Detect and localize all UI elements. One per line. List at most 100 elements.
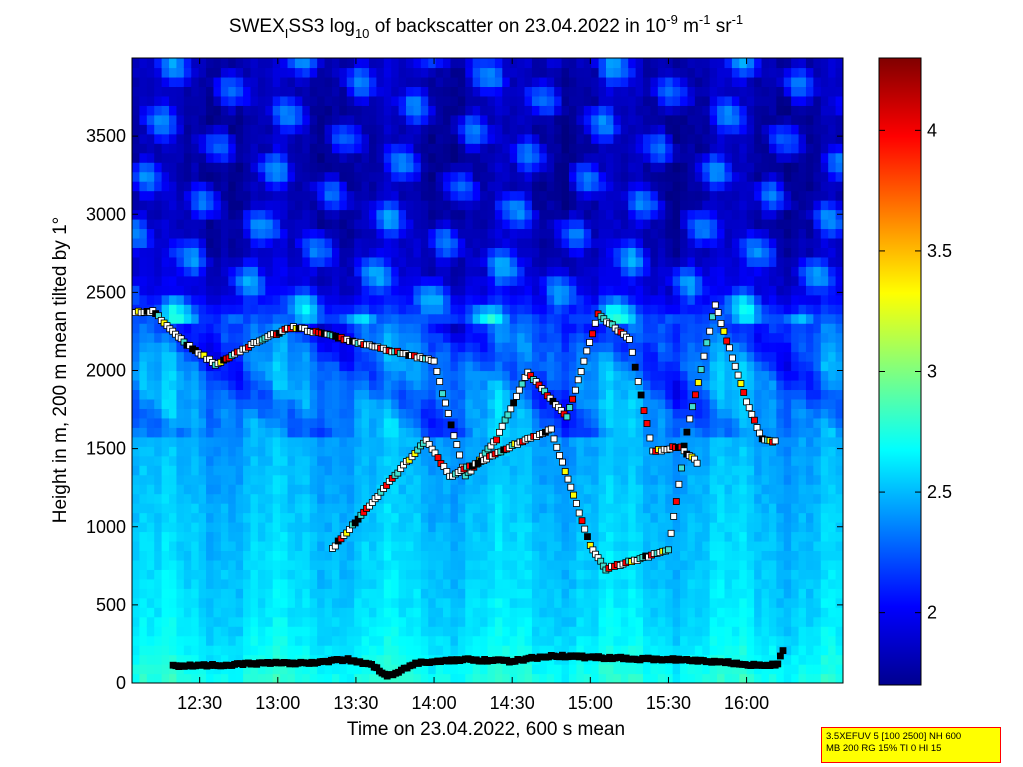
heatmap-cell	[302, 162, 311, 173]
heatmap-cell	[539, 588, 548, 599]
heatmap-cell	[502, 474, 511, 485]
heatmap-cell	[509, 493, 518, 504]
heatmap-cell	[191, 361, 200, 372]
heatmap-cell	[531, 294, 540, 305]
heatmap-cell	[539, 256, 548, 267]
heatmap-cell	[680, 597, 689, 608]
heatmap-cell	[613, 379, 622, 391]
heatmap-cell	[139, 512, 148, 523]
heatmap-cell	[613, 474, 622, 485]
heatmap-cell	[391, 597, 400, 608]
heatmap-cell	[665, 266, 674, 277]
heatmap-cell	[346, 408, 355, 419]
heatmap-cell	[620, 247, 629, 258]
heatmap-cell	[546, 607, 555, 618]
heatmap-cell	[487, 247, 496, 258]
heatmap-cell	[346, 550, 355, 561]
heatmap-cell	[132, 550, 141, 561]
heatmap-cell	[665, 522, 674, 533]
heatmap-cell	[294, 228, 303, 239]
heatmap-cell	[531, 493, 540, 504]
heatmap-cell	[302, 247, 311, 258]
heatmap-cell	[502, 313, 511, 324]
heatmap-cell	[146, 398, 155, 409]
heatmap-cell	[680, 190, 689, 201]
heatmap-cell	[376, 379, 385, 391]
heatmap-cell	[524, 645, 533, 656]
heatmap-cell	[687, 635, 696, 646]
heatmap-cell	[302, 540, 311, 552]
heatmap-cell	[561, 152, 570, 163]
heatmap-cell	[146, 228, 155, 239]
heatmap-cell	[494, 484, 503, 495]
heatmap-cell	[161, 597, 170, 608]
heatmap-cell	[198, 588, 207, 599]
heatmap-cell	[420, 218, 429, 230]
heatmap-cell	[502, 361, 511, 372]
heatmap-cell	[606, 67, 615, 78]
heatmap-cell	[531, 266, 540, 277]
heatmap-cell	[420, 323, 429, 334]
heatmap-cell	[583, 152, 592, 163]
heatmap-cell	[435, 152, 444, 163]
heatmap-cell	[406, 95, 415, 106]
heatmap-cell	[672, 522, 681, 533]
heatmap-cell	[413, 275, 422, 286]
heatmap-cell	[657, 342, 666, 353]
heatmap-cell	[354, 635, 363, 646]
heatmap-cell	[613, 607, 622, 618]
heatmap-cell	[546, 209, 555, 220]
heatmap-cell	[657, 408, 666, 419]
heatmap-cell	[687, 616, 696, 627]
heatmap-cell	[317, 493, 326, 504]
heatmap-cell	[391, 503, 400, 514]
heatmap-cell	[480, 550, 489, 561]
heatmap-cell	[443, 351, 452, 362]
heatmap-cell	[650, 332, 659, 343]
heatmap-cell	[628, 522, 637, 533]
heatmap-cell	[517, 190, 526, 201]
heatmap-cell	[502, 133, 511, 144]
heatmap-cell	[302, 124, 311, 135]
heatmap-cell	[139, 408, 148, 419]
heatmap-cell	[324, 512, 333, 523]
heatmap-cell	[606, 474, 615, 485]
heatmap-cell	[568, 578, 577, 589]
heatmap-cell	[443, 446, 452, 457]
heatmap-cell	[591, 304, 600, 315]
heatmap-cell	[161, 76, 170, 88]
heatmap-cell	[472, 503, 481, 514]
heatmap-cell	[398, 493, 407, 504]
heatmap-cell	[309, 370, 318, 381]
heatmap-cell	[265, 171, 274, 182]
heatmap-cell	[650, 398, 659, 409]
heatmap-cell	[331, 247, 340, 258]
heatmap-cell	[539, 304, 548, 315]
heatmap-cell	[465, 200, 474, 211]
heatmap-cell	[213, 408, 222, 419]
heatmap-cell	[598, 436, 607, 447]
heatmap-cell	[487, 67, 496, 78]
heatmap-cell	[198, 143, 207, 154]
heatmap-cell	[309, 607, 318, 618]
heatmap-cell	[583, 436, 592, 447]
heatmap-cell	[176, 67, 185, 78]
heatmap-cell	[183, 237, 192, 248]
heatmap-cell	[502, 379, 511, 391]
heatmap-cell	[494, 616, 503, 627]
heatmap-cell	[620, 522, 629, 533]
heatmap-cell	[435, 105, 444, 116]
heatmap-cell	[465, 285, 474, 296]
heatmap-cell	[183, 540, 192, 552]
heatmap-cell	[620, 379, 629, 391]
heatmap-cell	[132, 664, 141, 675]
heatmap-cell	[509, 427, 518, 438]
heatmap-cell	[598, 550, 607, 561]
heatmap-cell	[591, 436, 600, 447]
heatmap-cell	[613, 427, 622, 438]
heatmap-cell	[591, 389, 600, 400]
heatmap-cell	[280, 200, 289, 211]
heatmap-cell	[309, 465, 318, 476]
heatmap-cell	[369, 588, 378, 599]
heatmap-cell	[346, 569, 355, 580]
